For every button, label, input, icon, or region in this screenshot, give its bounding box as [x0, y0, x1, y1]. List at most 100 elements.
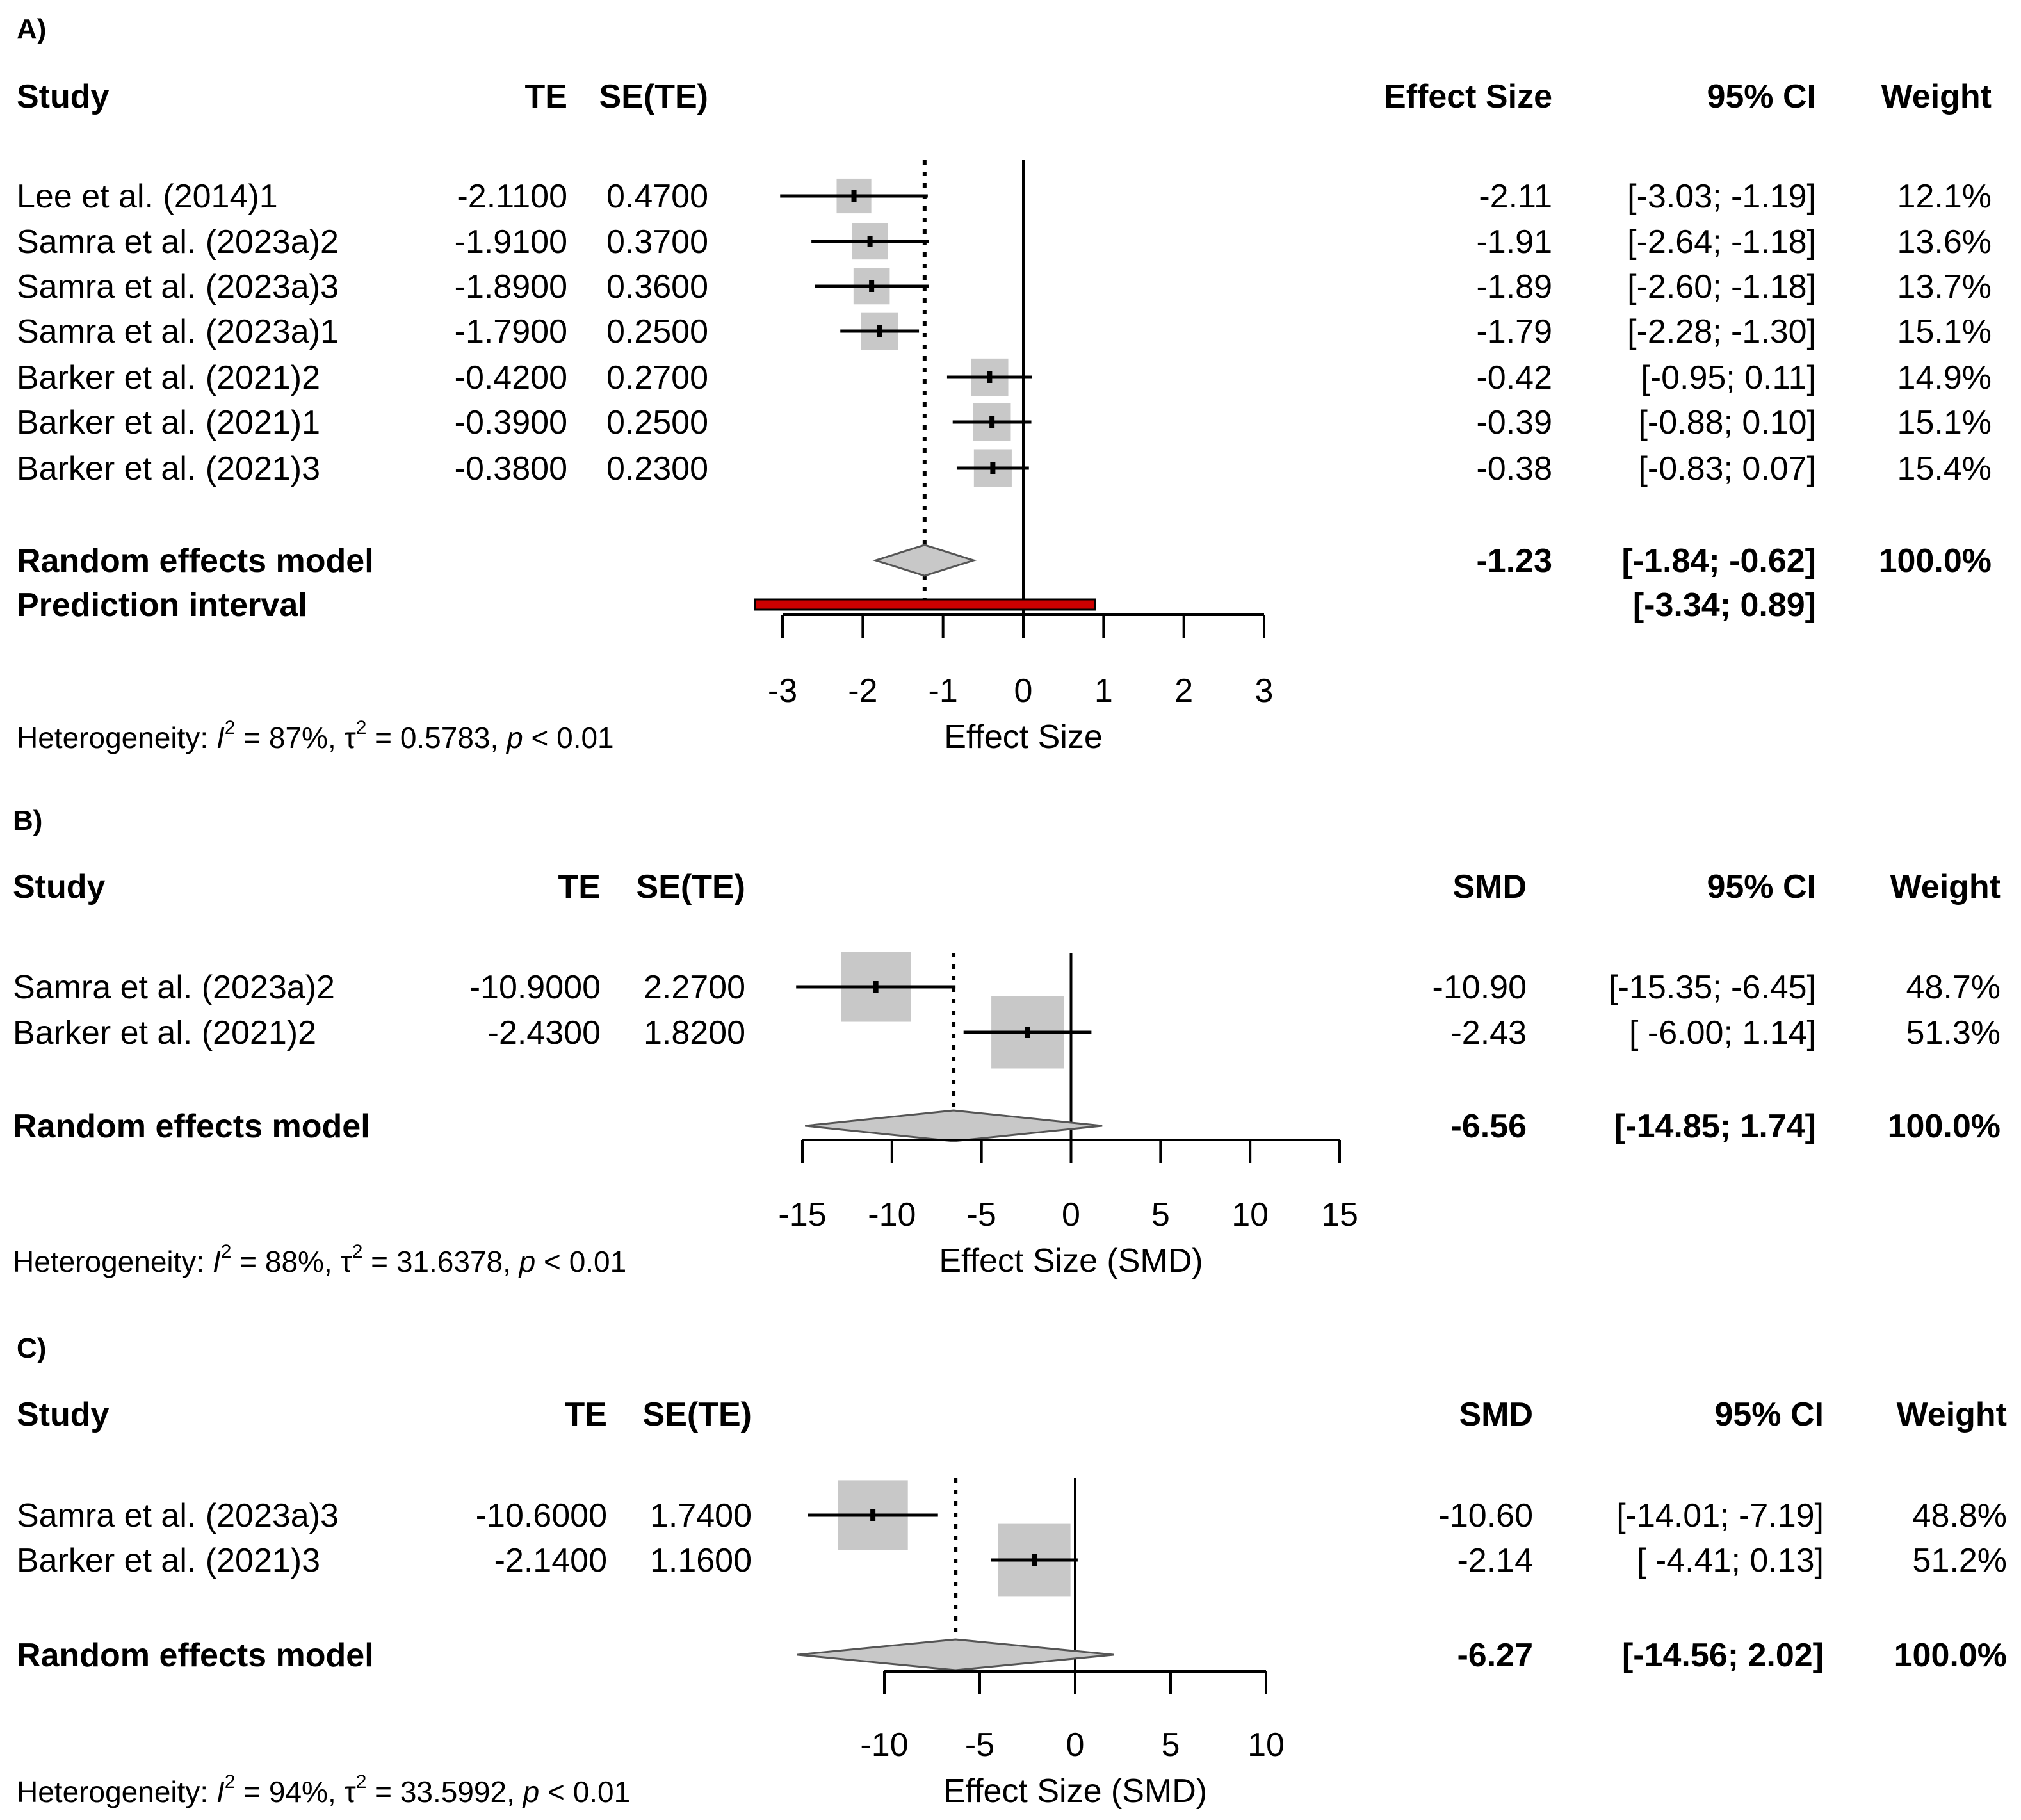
less-than: <	[523, 721, 556, 754]
heterogeneity-text: Heterogeneity: I2 = 88%, τ2 = 31.6378, p…	[13, 1241, 626, 1278]
heterogeneity-text: Heterogeneity: I2 = 94%, τ2 = 33.5992, p…	[17, 1771, 630, 1808]
study-te: -10.6000	[476, 1497, 607, 1534]
study-se: 2.2700	[644, 969, 745, 1006]
i2-exponent: 2	[225, 717, 236, 738]
study-point	[870, 1509, 876, 1521]
study-se: 1.1600	[650, 1542, 752, 1579]
less-than: <	[535, 1245, 569, 1278]
x-tick-label: 0	[1014, 672, 1033, 710]
study-estimate: -0.42	[1476, 359, 1552, 396]
study-estimate: -1.89	[1476, 268, 1552, 305]
i2-value: 94%	[269, 1775, 328, 1808]
pooled-weight: 100.0%	[1894, 1637, 2007, 1674]
study-te: -2.1400	[494, 1542, 607, 1579]
study-ci: [-15.35; -6.45]	[1609, 969, 1816, 1006]
study-row: Lee et al. (2014)1 -2.1100 0.4700 -2.11 [-3.…	[17, 178, 1992, 215]
p-value: 0.01	[573, 1775, 631, 1808]
header-weight: Weight	[1890, 868, 2001, 906]
x-tick-label: -10	[860, 1727, 908, 1764]
study-point	[877, 325, 882, 337]
study-name: Lee et al. (2014)1	[17, 178, 278, 215]
study-te: -1.9100	[455, 223, 567, 261]
forest-panel-b: B) Study TE SE(TE) SMD 95% CI Weight Samra et a…	[13, 805, 2001, 1280]
study-ci: [-3.03; -1.19]	[1627, 178, 1816, 215]
header-weight: Weight	[1881, 78, 1992, 115]
header-effect: Effect Size	[1384, 78, 1552, 115]
study-point	[873, 981, 879, 993]
study-name: Samra et al. (2023a)1	[17, 313, 339, 350]
study-te: -1.7900	[455, 313, 567, 350]
x-tick-label: 5	[1151, 1196, 1170, 1233]
pooled-label: Random effects model	[17, 542, 374, 580]
study-name: Barker et al. (2021)2	[13, 1014, 316, 1052]
x-axis-label: Effect Size	[944, 719, 1103, 756]
study-estimate: -0.39	[1476, 404, 1552, 441]
i2-symbol: I	[216, 721, 225, 754]
study-point	[990, 462, 996, 474]
study-se: 0.2500	[606, 313, 708, 350]
study-ci: [ -6.00; 1.14]	[1629, 1014, 1816, 1052]
study-weight: 13.6%	[1897, 223, 1992, 261]
x-tick-label: -5	[967, 1196, 996, 1233]
study-point	[869, 280, 875, 292]
x-axis-label: Effect Size (SMD)	[943, 1773, 1207, 1810]
i2-exponent: 2	[225, 1771, 236, 1792]
equals: =	[231, 1245, 264, 1278]
equals: =	[235, 721, 268, 754]
study-row: Samra et al. (2023a)3 -10.6000 1.7400 -10.6…	[17, 1480, 2007, 1550]
x-tick-label: 15	[1321, 1196, 1358, 1233]
study-te: -0.3900	[455, 404, 567, 441]
study-weight: 13.7%	[1897, 268, 1992, 305]
i2-value: 88%	[265, 1245, 324, 1278]
x-tick-label: 10	[1231, 1196, 1269, 1233]
x-tick-label: 0	[1062, 1196, 1080, 1233]
heterogeneity-prefix: Heterogeneity:	[17, 1775, 216, 1808]
study-weight: 12.1%	[1897, 178, 1992, 215]
equals: =	[366, 721, 400, 754]
study-ci: [-2.60; -1.18]	[1627, 268, 1816, 305]
tau-symbol: , τ	[328, 721, 356, 754]
study-estimate: -2.14	[1457, 1542, 1533, 1579]
study-name: Samra et al. (2023a)2	[17, 223, 339, 261]
study-point	[987, 371, 993, 383]
study-weight: 51.2%	[1913, 1542, 2007, 1579]
p-value: 0.01	[569, 1245, 627, 1278]
x-tick-label: -2	[848, 672, 877, 710]
p-value: 0.01	[556, 721, 614, 754]
header-ci: 95% CI	[1714, 1396, 1824, 1433]
study-ci: [-2.64; -1.18]	[1627, 223, 1816, 261]
study-te: -0.4200	[455, 359, 567, 396]
pooled-ci: [-14.85; 1.74]	[1614, 1108, 1816, 1145]
study-estimate: -1.79	[1476, 313, 1552, 350]
study-se: 0.4700	[606, 178, 708, 215]
study-row: Barker et al. (2021)2 -0.4200 0.2700 -0.42 […	[17, 358, 1992, 396]
equals: =	[366, 1775, 400, 1808]
i2-symbol: I	[216, 1775, 225, 1808]
x-tick-label: -3	[768, 672, 797, 710]
equals: =	[362, 1245, 396, 1278]
comma: ,	[491, 721, 507, 754]
study-te: -2.1100	[457, 178, 567, 215]
header-se: SE(TE)	[637, 868, 745, 906]
header-study: Study	[17, 78, 110, 115]
comma: ,	[507, 1775, 523, 1808]
less-than: <	[539, 1775, 572, 1808]
pooled-label: Random effects model	[13, 1108, 370, 1145]
study-row: Samra et al. (2023a)2 -1.9100 0.3700 -1.91 […	[17, 223, 1992, 261]
study-ci: [-0.83; 0.07]	[1638, 450, 1816, 487]
study-row: Samra et al. (2023a)1 -1.7900 0.2500 -1.79 […	[17, 312, 1992, 350]
study-row: Barker et al. (2021)1 -0.3900 0.2500 -0.39 […	[17, 403, 1992, 441]
tau-symbol: , τ	[328, 1775, 356, 1808]
study-name: Samra et al. (2023a)3	[17, 268, 339, 305]
header-se: SE(TE)	[599, 78, 708, 115]
x-tick-label: 0	[1066, 1727, 1085, 1764]
study-ci: [ -4.41; 0.13]	[1637, 1542, 1824, 1579]
pooled-row: Random effects model -6.27 [-14.56; 2.02] 1…	[17, 1637, 2007, 1674]
study-name: Barker et al. (2021)2	[17, 359, 320, 396]
x-tick-label: 5	[1162, 1727, 1180, 1764]
forest-panel-c: C) Study TE SE(TE) SMD 95% CI Weight Samra et a…	[17, 1333, 2007, 1810]
study-estimate: -10.90	[1433, 969, 1527, 1006]
study-estimate: -10.60	[1439, 1497, 1533, 1534]
study-se: 1.8200	[644, 1014, 745, 1052]
